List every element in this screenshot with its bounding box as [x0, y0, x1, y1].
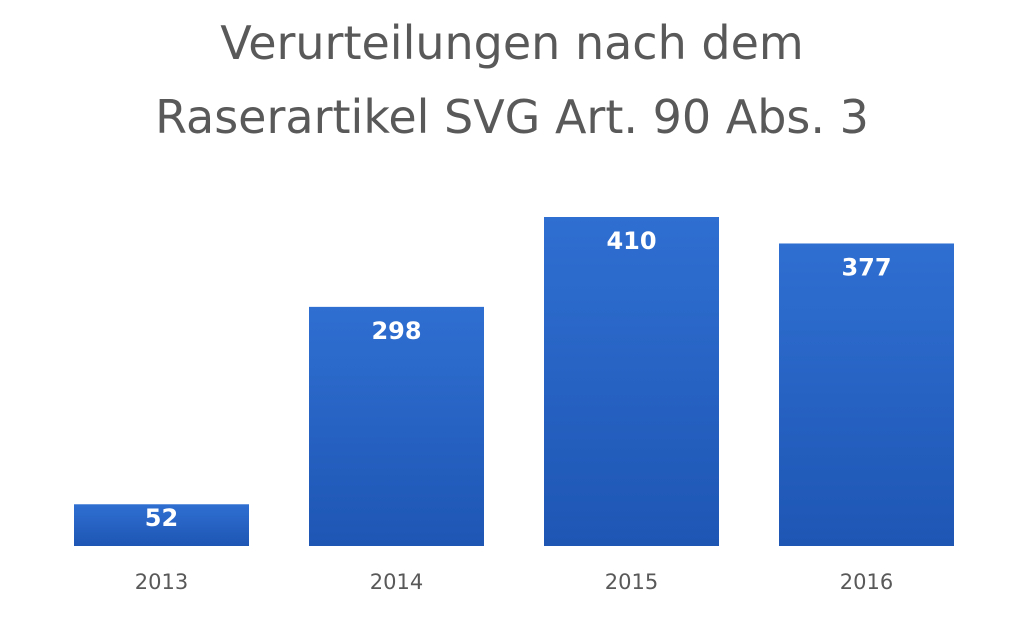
data-label-2014: 298	[371, 317, 421, 345]
bar-2013	[74, 504, 249, 546]
bars-layer	[74, 217, 954, 547]
data-label-2013: 52	[145, 504, 178, 532]
bar-2014	[309, 306, 484, 546]
x-tick-labels-layer: 2013 2014 2015 2016	[135, 570, 893, 594]
bar-2015	[544, 217, 719, 546]
x-tick-label-2015: 2015	[605, 570, 658, 594]
x-tick-label-2013: 2013	[135, 570, 188, 594]
data-label-2015: 410	[606, 227, 656, 255]
bar-2016	[779, 243, 954, 547]
chart-title-line-2: Raserartikel SVG Art. 90 Abs. 3	[155, 90, 869, 144]
data-labels-layer: 52 298 410 377	[145, 227, 892, 532]
x-tick-label-2014: 2014	[370, 570, 423, 594]
data-label-2016: 377	[841, 253, 891, 281]
x-tick-label-2016: 2016	[840, 570, 893, 594]
chart-title-line-1: Verurteilungen nach dem	[220, 16, 804, 70]
